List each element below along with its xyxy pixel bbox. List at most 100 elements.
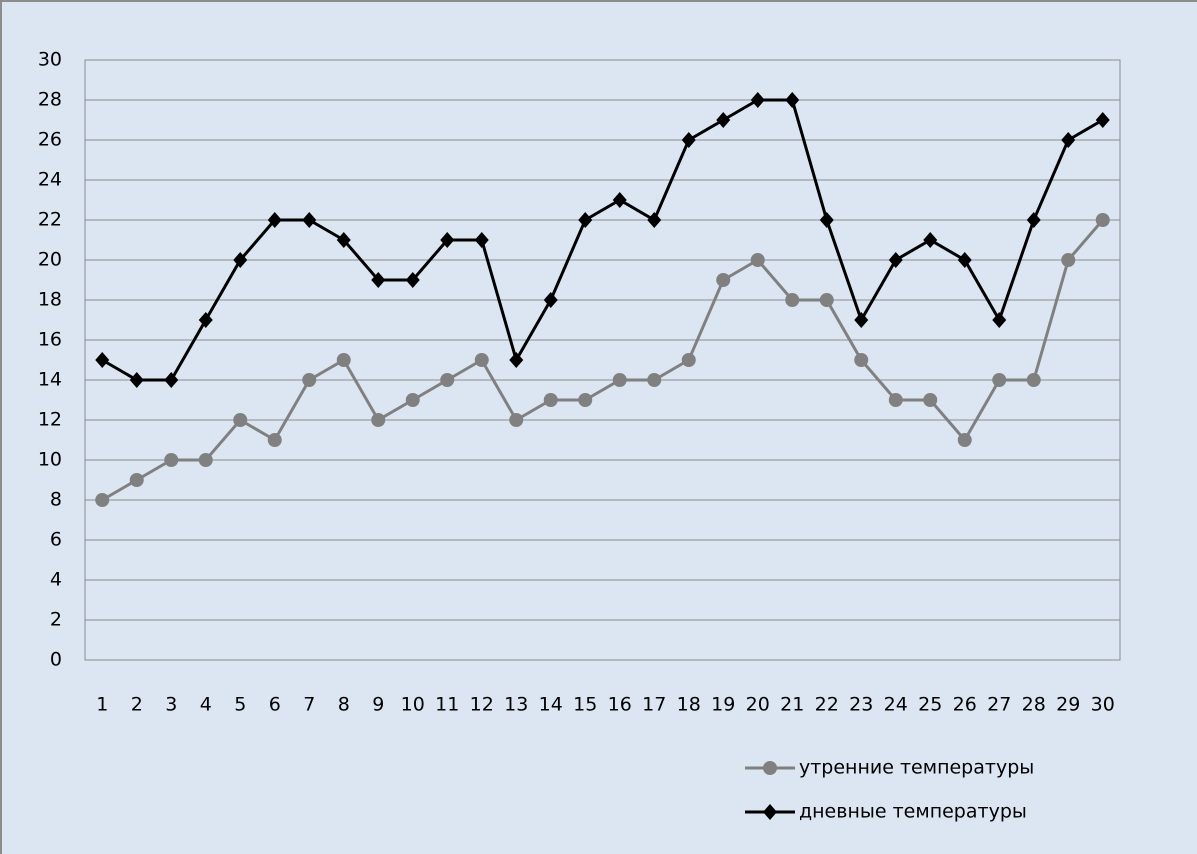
marker — [716, 112, 731, 128]
marker — [992, 373, 1007, 387]
y-tick-label: 20 — [38, 249, 62, 271]
y-tick-label: 26 — [38, 129, 62, 151]
marker — [819, 212, 834, 228]
marker — [440, 232, 455, 248]
marker — [612, 373, 627, 387]
x-tick-label: 8 — [338, 694, 350, 716]
y-tick-label: 0 — [50, 649, 62, 671]
marker — [785, 92, 800, 108]
marker — [612, 192, 627, 208]
marker — [474, 232, 489, 248]
marker — [233, 252, 248, 268]
marker — [267, 212, 282, 228]
marker — [543, 393, 558, 407]
legend-label: дневные температуры — [799, 801, 1027, 823]
x-tick-label: 26 — [953, 694, 977, 716]
marker — [923, 393, 938, 407]
marker — [888, 393, 903, 407]
marker — [164, 372, 179, 388]
legend-label: утренние температуры — [799, 757, 1034, 779]
marker — [1061, 132, 1076, 148]
y-tick-label: 18 — [38, 289, 62, 311]
y-tick-label: 30 — [38, 49, 62, 71]
x-tick-label: 13 — [504, 694, 528, 716]
legend-marker — [763, 804, 777, 820]
plot-border — [84, 59, 1121, 661]
marker — [716, 273, 731, 287]
marker — [164, 453, 179, 467]
x-tick-label: 25 — [918, 694, 942, 716]
y-tick-label: 6 — [50, 529, 62, 551]
x-tick-label: 4 — [200, 694, 212, 716]
marker — [578, 393, 593, 407]
marker — [1061, 253, 1076, 267]
x-tick-label: 9 — [372, 694, 384, 716]
series-line — [101, 98, 1104, 382]
marker — [405, 272, 420, 288]
marker — [129, 473, 144, 487]
y-tick-label: 24 — [38, 169, 62, 191]
marker — [957, 433, 972, 447]
marker — [992, 312, 1007, 328]
marker — [302, 212, 317, 228]
x-tick-label: 23 — [849, 694, 873, 716]
x-tick-label: 16 — [608, 694, 632, 716]
x-tick-label: 14 — [539, 694, 563, 716]
x-tick-label: 6 — [269, 694, 281, 716]
marker — [1095, 213, 1110, 227]
marker — [681, 353, 696, 367]
marker — [302, 373, 317, 387]
marker — [854, 312, 869, 328]
x-tick-label: 20 — [746, 694, 770, 716]
y-tick-label: 10 — [38, 449, 62, 471]
marker — [198, 312, 213, 328]
x-tick-label: 10 — [401, 694, 425, 716]
marker — [888, 252, 903, 268]
marker — [371, 413, 386, 427]
marker — [750, 253, 765, 267]
x-tick-label: 22 — [815, 694, 839, 716]
x-tick-label: 30 — [1091, 694, 1115, 716]
y-tick-label: 12 — [38, 409, 62, 431]
y-tick-label: 22 — [38, 209, 62, 231]
marker — [405, 393, 420, 407]
x-tick-label: 17 — [642, 694, 666, 716]
marker — [336, 232, 351, 248]
marker — [923, 232, 938, 248]
marker — [509, 352, 524, 368]
x-tick-label: 27 — [987, 694, 1011, 716]
x-tick-label: 11 — [435, 694, 459, 716]
x-tick-label: 7 — [303, 694, 315, 716]
marker — [95, 493, 110, 507]
marker — [129, 372, 144, 388]
marker — [543, 292, 558, 308]
marker — [440, 373, 455, 387]
marker — [750, 92, 765, 108]
x-tick-label: 28 — [1022, 694, 1046, 716]
marker — [647, 373, 662, 387]
marker — [681, 132, 696, 148]
x-tick-label: 1 — [96, 694, 108, 716]
y-tick-label: 28 — [38, 89, 62, 111]
marker — [336, 353, 351, 367]
y-tick-label: 16 — [38, 329, 62, 351]
marker — [785, 293, 800, 307]
x-tick-label: 3 — [165, 694, 177, 716]
x-tick-label: 18 — [677, 694, 701, 716]
marker — [647, 212, 662, 228]
marker — [578, 212, 593, 228]
x-tick-label: 24 — [884, 694, 908, 716]
marker — [819, 293, 834, 307]
marker — [233, 413, 248, 427]
marker — [95, 352, 110, 368]
y-tick-label: 4 — [50, 569, 62, 591]
x-tick-label: 29 — [1056, 694, 1080, 716]
x-tick-label: 5 — [234, 694, 246, 716]
marker — [267, 433, 282, 447]
x-tick-label: 19 — [711, 694, 735, 716]
marker — [1026, 373, 1041, 387]
